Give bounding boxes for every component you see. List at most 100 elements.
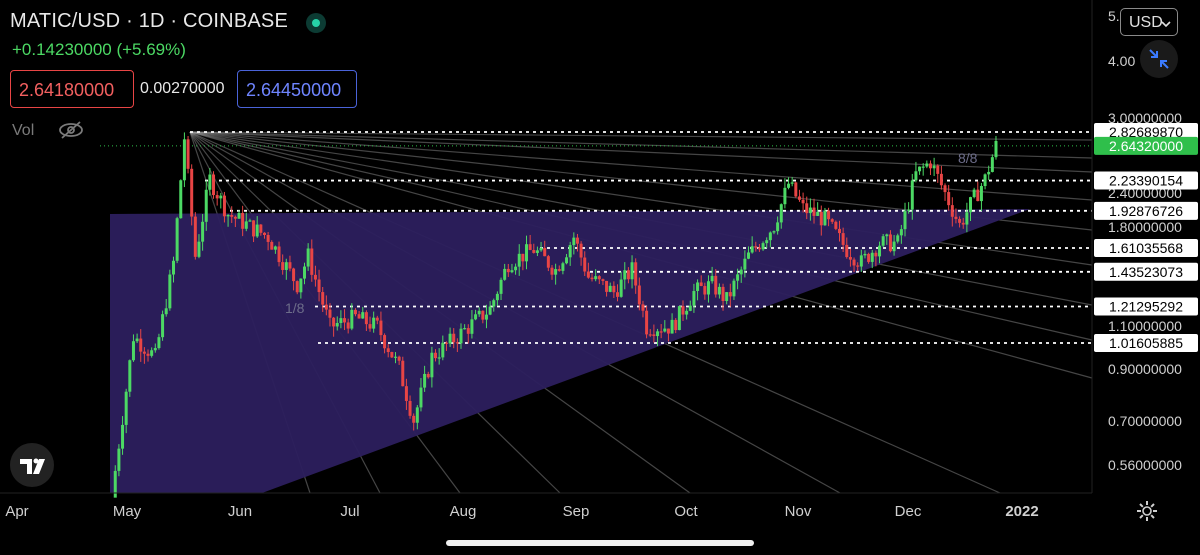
candle bbox=[252, 220, 256, 237]
candle bbox=[692, 291, 696, 306]
level-price-tag bbox=[1094, 262, 1198, 281]
candle bbox=[495, 293, 499, 301]
time-axis: Apr May Jun Jul Aug Sep Oct Nov Dec 2022 bbox=[5, 503, 1038, 520]
candle bbox=[222, 195, 226, 217]
candle bbox=[259, 224, 263, 233]
candle bbox=[306, 248, 310, 267]
market-status-icon bbox=[306, 13, 326, 33]
time-tick-label: Oct bbox=[674, 503, 698, 520]
candle bbox=[859, 255, 863, 267]
candle bbox=[397, 356, 401, 361]
symbol-title[interactable]: MATIC/USD · 1D · COINBASE bbox=[10, 10, 288, 32]
candle bbox=[477, 310, 481, 315]
candle bbox=[190, 168, 194, 217]
candle bbox=[543, 247, 547, 257]
candle bbox=[837, 228, 841, 234]
candle bbox=[273, 246, 277, 250]
candle bbox=[572, 237, 576, 246]
candle bbox=[743, 258, 747, 270]
candle bbox=[768, 232, 772, 241]
ask-price-button[interactable]: 2.64450000 bbox=[237, 70, 357, 108]
candle bbox=[517, 253, 521, 267]
shrink-arrows-icon bbox=[1149, 49, 1169, 69]
candle bbox=[539, 247, 543, 251]
candle bbox=[292, 268, 296, 282]
currency-select[interactable]: USD bbox=[1120, 8, 1178, 36]
candle bbox=[681, 306, 685, 315]
candle bbox=[332, 317, 336, 327]
candle bbox=[565, 257, 569, 264]
level-price-tag bbox=[1094, 334, 1198, 352]
level-price-tag bbox=[1094, 123, 1198, 141]
candle bbox=[557, 269, 561, 271]
price-tick-label: 0.70000000 bbox=[1108, 413, 1182, 429]
candle bbox=[830, 219, 834, 222]
candle bbox=[233, 216, 237, 219]
eye-off-icon[interactable] bbox=[58, 120, 84, 140]
candle bbox=[899, 229, 903, 236]
candle bbox=[848, 257, 852, 260]
candle bbox=[954, 216, 958, 219]
candle bbox=[412, 415, 416, 423]
candle bbox=[124, 391, 128, 425]
candle bbox=[401, 360, 405, 387]
candle bbox=[925, 163, 929, 167]
candle bbox=[797, 196, 801, 200]
candle bbox=[215, 195, 219, 199]
candle bbox=[921, 166, 925, 168]
time-tick-label: Nov bbox=[785, 503, 812, 520]
candle bbox=[597, 276, 601, 280]
bid-price-button[interactable]: 2.64180000 bbox=[10, 70, 134, 108]
gear-icon[interactable] bbox=[1136, 500, 1158, 522]
candle bbox=[441, 342, 445, 358]
candle bbox=[928, 163, 932, 169]
tradingview-logo-icon[interactable] bbox=[10, 443, 54, 487]
candle bbox=[932, 165, 936, 169]
fan-annotations: 1/8 8/8 bbox=[285, 150, 978, 316]
candle bbox=[579, 243, 583, 258]
candle bbox=[452, 333, 456, 343]
candle bbox=[881, 236, 885, 246]
candle bbox=[757, 247, 761, 250]
candle bbox=[965, 212, 969, 225]
candle bbox=[135, 338, 139, 342]
candle bbox=[983, 174, 987, 187]
candle bbox=[266, 235, 270, 242]
candle bbox=[426, 373, 430, 378]
candle bbox=[670, 319, 674, 334]
candle bbox=[335, 323, 339, 327]
candle bbox=[383, 335, 387, 349]
fan-line bbox=[189, 131, 1093, 266]
candle bbox=[761, 243, 765, 250]
candle bbox=[903, 210, 907, 230]
candle bbox=[765, 240, 769, 244]
candle bbox=[845, 244, 849, 258]
candle bbox=[321, 292, 325, 305]
level-price-tag bbox=[1094, 239, 1198, 258]
candle bbox=[634, 262, 638, 286]
candle bbox=[503, 268, 507, 280]
candle bbox=[197, 241, 201, 257]
candle bbox=[990, 157, 994, 172]
candle bbox=[514, 266, 518, 271]
candle bbox=[936, 165, 940, 174]
candle bbox=[281, 262, 285, 270]
candle bbox=[168, 274, 172, 309]
candle bbox=[739, 269, 743, 275]
candle bbox=[972, 189, 976, 198]
candle bbox=[448, 333, 452, 344]
shrink-button[interactable] bbox=[1140, 40, 1178, 78]
price-tick-label: 4.00 bbox=[1108, 53, 1135, 69]
candle bbox=[914, 171, 918, 181]
candle bbox=[186, 139, 190, 169]
candle bbox=[790, 182, 794, 184]
candle bbox=[648, 334, 652, 336]
candle bbox=[568, 245, 572, 258]
candle bbox=[510, 270, 514, 273]
candle bbox=[958, 218, 962, 223]
candle bbox=[470, 319, 474, 334]
spread-value: 0.00270000 bbox=[140, 80, 225, 97]
candle bbox=[386, 348, 390, 353]
level-price-label: 2.64320000 bbox=[1109, 138, 1183, 154]
